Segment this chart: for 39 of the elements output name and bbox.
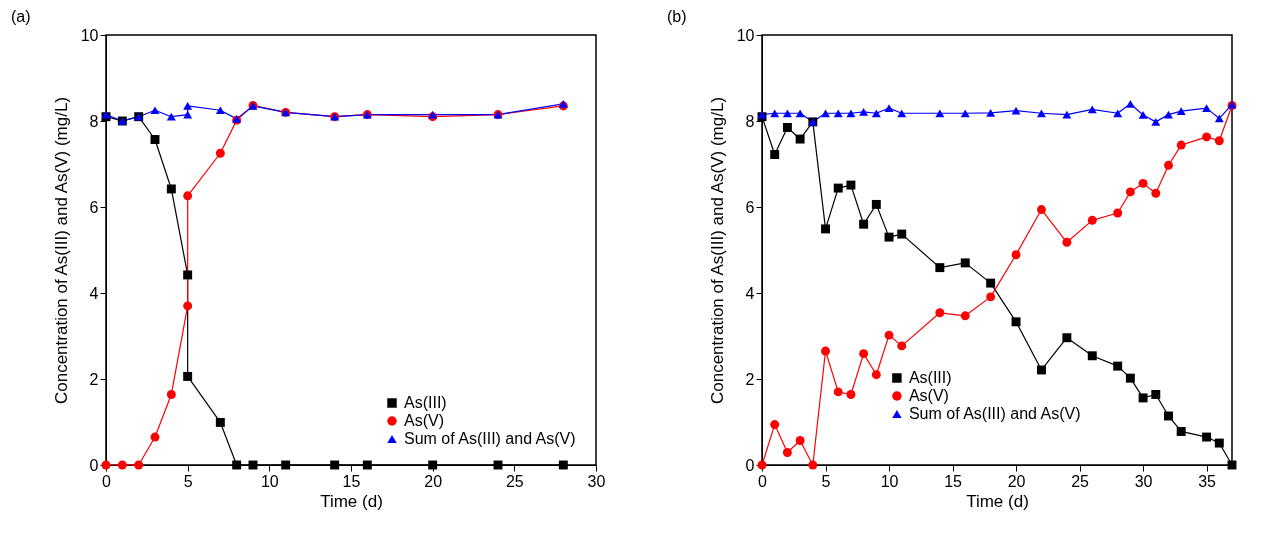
x-tick-label: 0: [102, 472, 112, 490]
legend-label: Sum of As(III) and As(V): [404, 430, 576, 447]
y-tick-label: 6: [89, 198, 99, 216]
x-tick-label: 0: [758, 472, 768, 490]
y-tick-label: 4: [745, 284, 755, 302]
y-tick-label: 10: [80, 26, 99, 44]
x-axis-title: Time (d): [966, 491, 1029, 511]
x-tick-label: 10: [880, 472, 899, 490]
y-tick-label: 2: [89, 370, 99, 388]
legend-label: As(V): [404, 412, 444, 429]
x-tick-label: 20: [1007, 472, 1026, 490]
x-tick-label: 10: [260, 472, 279, 490]
x-tick-label: 25: [505, 472, 524, 490]
y-tick-label: 0: [745, 456, 755, 474]
x-tick-label: 5: [183, 472, 193, 490]
x-tick-label: 30: [1134, 472, 1153, 490]
y-tick-label: 8: [89, 112, 99, 130]
chart-title: (b): [667, 8, 687, 25]
x-tick-label: 30: [587, 472, 606, 490]
x-tick-label: 5: [821, 472, 831, 490]
y-tick-label: 2: [745, 370, 755, 388]
legend-label: As(V): [908, 387, 949, 404]
legend-label: Sum of As(III) and As(V): [908, 405, 1081, 422]
y-tick-label: 6: [745, 198, 755, 216]
y-tick-label: 8: [745, 112, 755, 130]
x-axis-title: Time (d): [320, 491, 383, 511]
legend-label: As(III): [404, 394, 447, 411]
x-tick-label: 15: [944, 472, 963, 490]
legend-label: As(III): [908, 369, 952, 386]
x-tick-label: 15: [342, 472, 361, 490]
y-axis-title: Concentration of As(III) and As(V) (mg/L): [51, 96, 71, 405]
x-tick-label: 25: [1071, 472, 1090, 490]
y-tick-label: 10: [736, 26, 755, 44]
y-tick-label: 4: [89, 284, 99, 302]
y-axis-title: Concentration of As(III) and As(V) (mg/L): [707, 96, 727, 405]
chart-title: (a): [11, 8, 31, 25]
x-tick-label: 20: [424, 472, 443, 490]
x-tick-label: 35: [1198, 472, 1217, 490]
y-tick-label: 0: [89, 456, 99, 474]
